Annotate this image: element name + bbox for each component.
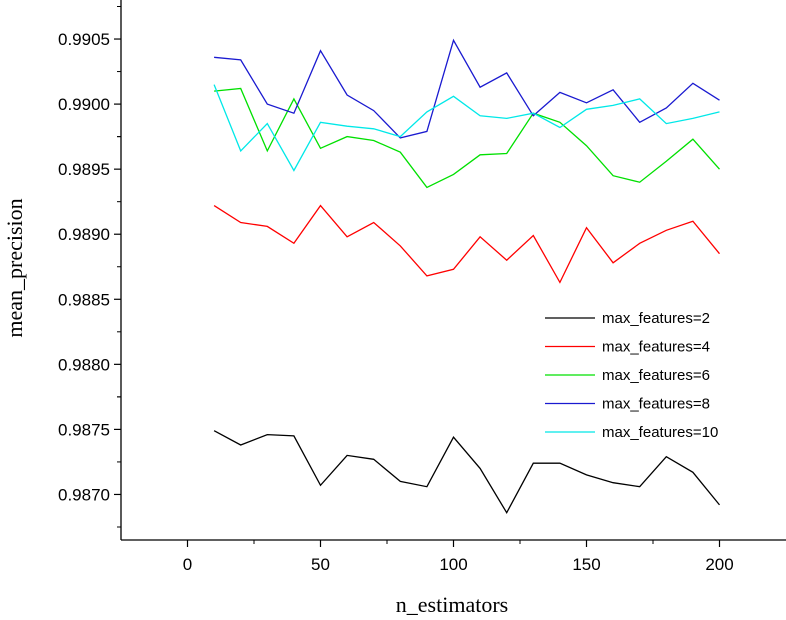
x-tick-label: 100 [439, 555, 467, 574]
y-tick-label: 0.9885 [58, 290, 110, 309]
x-tick-label: 200 [705, 555, 733, 574]
y-axis-title: mean_precision [2, 198, 27, 337]
x-tick-label: 0 [183, 555, 192, 574]
series-line [213, 204, 721, 284]
y-tick-label: 0.9870 [58, 485, 110, 504]
legend-label: max_features=8 [602, 396, 710, 413]
x-tick-label: 150 [572, 555, 600, 574]
legend-label: max_features=2 [602, 310, 710, 327]
legend-label: max_features=10 [602, 424, 718, 441]
x-axis-ticks: 0 50 100 150 200 [183, 540, 734, 574]
y-tick-label: 0.9890 [58, 225, 110, 244]
series-line [213, 84, 720, 172]
y-tick-label: 0.9880 [58, 355, 110, 374]
series-lines [213, 38, 721, 515]
legend-label: max_features=4 [602, 339, 710, 356]
y-tick-label: 0.9905 [58, 30, 110, 49]
plot-frame [120, 0, 786, 541]
y-tick-label: 0.9900 [58, 95, 110, 114]
y-tick-label: 0.9895 [58, 160, 110, 179]
legend: max_features=2 max_features=4 max_features… [545, 310, 718, 441]
legend-label: max_features=6 [602, 367, 710, 384]
x-axis-title: n_estimators [396, 592, 508, 617]
series-line [214, 38, 720, 139]
y-axis-ticks: 0.9870 0.9875 0.9880 0.9885 0.9890 0.9895 0.99… [58, 6, 121, 528]
series-line [214, 87, 720, 189]
series-line [213, 430, 721, 515]
y-tick-label: 0.9875 [58, 420, 110, 439]
x-tick-label: 50 [311, 555, 330, 574]
